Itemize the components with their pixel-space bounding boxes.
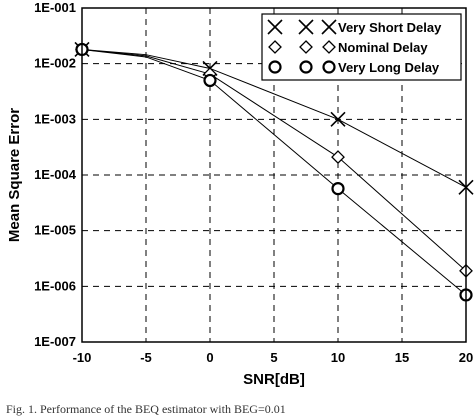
legend-box bbox=[261, 13, 462, 81]
legend-label: Very Long Delay bbox=[338, 60, 440, 75]
legend-marker-diamond bbox=[322, 40, 336, 54]
y-tick-label: 1E-005 bbox=[34, 223, 76, 238]
data-point-x bbox=[330, 111, 346, 127]
x-tick-label: 15 bbox=[395, 350, 409, 365]
y-tick-label: 1E-004 bbox=[34, 167, 77, 182]
y-tick-label: 1E-001 bbox=[34, 0, 76, 15]
plot-frame bbox=[81, 7, 467, 343]
legend-marker-diamond bbox=[268, 40, 282, 54]
data-point-diamond bbox=[331, 150, 345, 164]
legend-entry: Nominal Delay bbox=[268, 40, 428, 55]
series-markers bbox=[74, 41, 474, 302]
y-axis-label: Mean Square Error bbox=[6, 108, 23, 242]
legend-marker-x bbox=[298, 19, 314, 35]
x-tick-label: 5 bbox=[270, 350, 277, 365]
x-tick-label: -5 bbox=[140, 350, 152, 365]
data-point-circle bbox=[203, 73, 217, 88]
y-tick-label: 1E-002 bbox=[34, 56, 76, 71]
legend-marker-circle bbox=[322, 60, 336, 74]
legend-entry: Very Short Delay bbox=[267, 19, 442, 35]
x-axis-label: SNR[dB] bbox=[243, 371, 305, 388]
legend-marker-diamond bbox=[299, 40, 313, 54]
x-tick-labels: -10 -5 0 5 10 15 20 bbox=[73, 350, 474, 365]
figure-caption: Fig. 1. Performance of the BEQ estimator… bbox=[6, 402, 286, 416]
legend-label: Nominal Delay bbox=[338, 40, 428, 55]
x-tick-label: 20 bbox=[459, 350, 473, 365]
y-tick-label: 1E-006 bbox=[34, 278, 76, 293]
x-tick-label: 0 bbox=[206, 350, 213, 365]
y-tick-label: 1E-003 bbox=[34, 111, 76, 126]
legend: Very Short Delay Nominal Delay Very Long D… bbox=[261, 13, 462, 81]
legend-marker-circle bbox=[299, 60, 313, 74]
legend-label: Very Short Delay bbox=[338, 20, 442, 35]
legend-marker-x bbox=[267, 19, 283, 35]
mse-vs-snr-chart: 1E-001 1E-002 1E-003 1E-004 1E-005 1E-006 1E-0… bbox=[6, 0, 474, 388]
series-line-diamond bbox=[81, 48, 467, 272]
legend-marker-x bbox=[321, 19, 337, 35]
data-point-circle bbox=[331, 181, 345, 196]
x-tick-label: -10 bbox=[73, 350, 92, 365]
legend-entry: Very Long Delay bbox=[268, 60, 440, 75]
y-tick-label: 1E-007 bbox=[34, 334, 76, 349]
legend-marker-circle bbox=[268, 60, 282, 74]
x-tick-label: 10 bbox=[331, 350, 345, 365]
y-tick-labels: 1E-001 1E-002 1E-003 1E-004 1E-005 1E-006 1E-0… bbox=[34, 0, 77, 349]
